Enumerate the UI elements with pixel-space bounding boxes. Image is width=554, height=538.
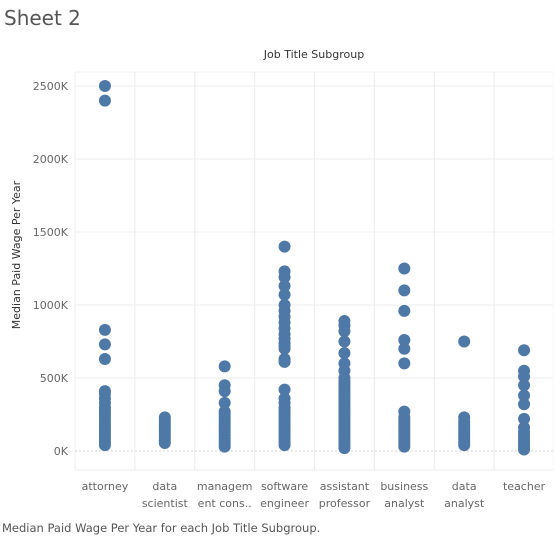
data-point[interactable] — [218, 396, 231, 409]
x-category-label: business — [380, 480, 428, 493]
data-point[interactable] — [278, 355, 291, 368]
x-category-label: assistant — [320, 480, 370, 493]
data-point[interactable] — [518, 379, 531, 392]
y-tick-label: 1000K — [33, 299, 69, 312]
data-point[interactable] — [98, 338, 111, 351]
data-point[interactable] — [278, 271, 291, 284]
x-category-label: scientist — [142, 497, 189, 510]
data-point[interactable] — [98, 323, 111, 336]
data-point[interactable] — [518, 370, 531, 383]
data-point[interactable] — [338, 347, 351, 360]
sheet-title: Sheet 2 — [4, 6, 81, 30]
data-point[interactable] — [278, 342, 291, 355]
data-point[interactable] — [398, 342, 411, 355]
data-point[interactable] — [458, 335, 471, 348]
data-point[interactable] — [398, 284, 411, 297]
data-point[interactable] — [518, 443, 531, 456]
data-point[interactable] — [278, 288, 291, 301]
data-point[interactable] — [278, 240, 291, 253]
data-point[interactable] — [338, 335, 351, 348]
x-category-label: analyst — [444, 497, 485, 510]
data-point[interactable] — [98, 353, 111, 366]
x-axis-labels: attorney data scientist managem ent cons.. so… — [82, 480, 546, 510]
x-category-label: data — [452, 480, 477, 493]
x-category-label: ent cons.. — [198, 497, 252, 510]
data-point[interactable] — [278, 439, 291, 452]
x-category-label: attorney — [82, 480, 129, 493]
x-category-label: managem — [197, 480, 253, 493]
data-point[interactable] — [218, 440, 231, 453]
data-point[interactable] — [458, 439, 471, 452]
data-point[interactable] — [278, 383, 291, 396]
column-separators — [74, 71, 554, 471]
data-point[interactable] — [278, 280, 291, 293]
data-point[interactable] — [518, 389, 531, 402]
data-point[interactable] — [518, 398, 531, 411]
data-point[interactable] — [158, 436, 171, 449]
chart-caption: Median Paid Wage Per Year for each Job T… — [2, 521, 321, 535]
data-point[interactable] — [398, 304, 411, 317]
x-category-label: software — [261, 480, 308, 493]
data-point[interactable] — [338, 325, 351, 338]
scatter-chart: Job Title Subgroup Median Paid Wage Per … — [10, 48, 554, 510]
y-axis-title: Median Paid Wage Per Year — [10, 180, 23, 329]
data-point[interactable] — [518, 412, 531, 425]
data-point[interactable] — [338, 442, 351, 455]
y-tick-label: 500K — [40, 372, 69, 385]
data-points — [98, 80, 531, 456]
y-tick-label: 2500K — [33, 80, 69, 93]
data-point[interactable] — [398, 440, 411, 453]
x-category-label: data — [152, 480, 177, 493]
y-axis-ticks: 0K 500K 1000K 1500K 2000K 2500K — [33, 80, 69, 458]
data-point[interactable] — [398, 334, 411, 347]
x-category-label: teacher — [503, 480, 546, 493]
data-point[interactable] — [98, 94, 111, 107]
data-point[interactable] — [518, 344, 531, 357]
x-category-label: engineer — [260, 497, 309, 510]
y-tick-label: 1500K — [33, 226, 69, 239]
data-point[interactable] — [218, 360, 231, 373]
x-category-label: analyst — [384, 497, 425, 510]
y-tick-label: 2000K — [33, 153, 69, 166]
data-point[interactable] — [98, 80, 111, 92]
y-tick-label: 0K — [54, 445, 69, 458]
column-header: Job Title Subgroup — [263, 48, 364, 61]
x-category-label: professor — [319, 497, 371, 510]
data-point[interactable] — [398, 262, 411, 275]
data-point[interactable] — [98, 439, 111, 452]
data-point[interactable] — [398, 357, 411, 370]
data-point[interactable] — [218, 385, 231, 398]
